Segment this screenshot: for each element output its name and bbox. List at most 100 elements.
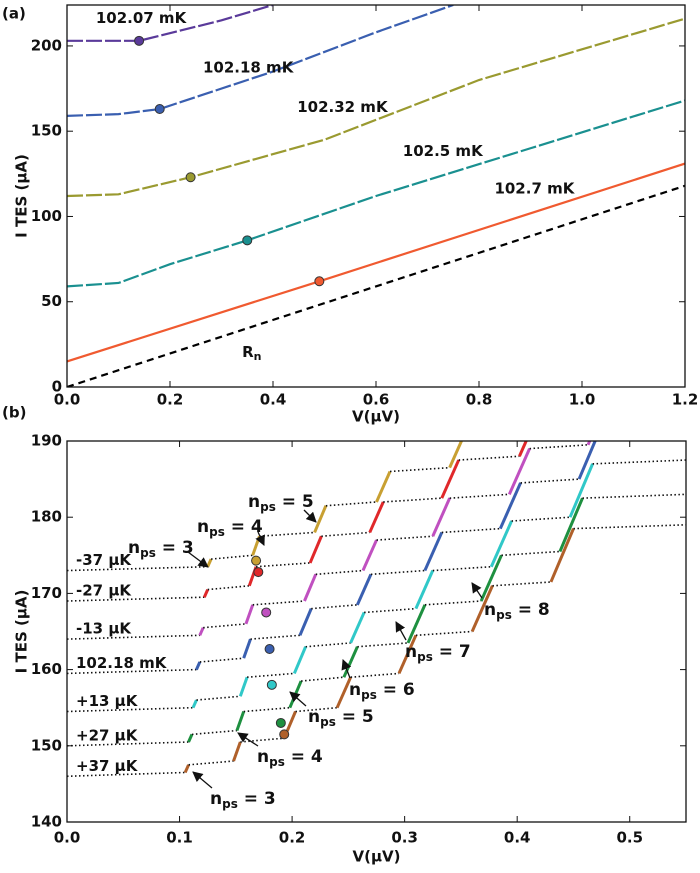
annotation-rest: = 6: [377, 680, 415, 700]
flat-segment: [441, 527, 501, 534]
annotation-rest: = 5: [276, 492, 314, 512]
annotation-main: n: [128, 538, 140, 558]
marker: [279, 729, 290, 740]
x-tick-label: 0.2: [157, 391, 184, 409]
annotation: nps = 6: [349, 680, 415, 702]
flat-segment: [311, 604, 358, 610]
step-segment: [195, 661, 202, 671]
annotation-main: n: [405, 642, 417, 662]
step-segment: [342, 646, 359, 678]
flat-segment: [415, 630, 473, 637]
flat-segment: [621, 350, 686, 354]
x-tick-label: 0.3: [391, 829, 418, 847]
annotation: nps = 3: [128, 538, 194, 560]
series-label: 102.32 mK: [297, 98, 389, 116]
step-segment: [198, 627, 205, 636]
step-segment: [414, 569, 435, 610]
flat-segment: [243, 706, 290, 713]
flat-segment: [458, 455, 520, 461]
series-label: 102.5 mK: [403, 142, 484, 160]
step-segment: [423, 531, 444, 572]
annotation-sub: ps: [361, 688, 377, 702]
flat-segment: [240, 737, 285, 743]
flat-segment: [67, 706, 194, 713]
flat-segment: [301, 676, 344, 682]
flat-segment: [364, 607, 416, 614]
flat-segment: [199, 657, 244, 663]
flat-segment: [207, 584, 250, 591]
y-tick-label: 50: [41, 292, 62, 310]
step-segment: [549, 528, 575, 583]
y-tick-label: 150: [31, 122, 62, 140]
marker: [251, 555, 262, 566]
annotation-main: n: [197, 517, 209, 537]
series-label: 102.7 mK: [494, 180, 575, 198]
annotation-rest: = 8: [512, 600, 550, 620]
marker: [154, 104, 165, 115]
flat-segment: [602, 422, 686, 426]
annotation-sub: ps: [140, 546, 156, 560]
marker: [266, 679, 277, 690]
annotation-sub: ps: [269, 755, 285, 769]
series-label: 102.18 mK: [76, 654, 168, 672]
annotation: Rn: [242, 343, 261, 364]
step-segment: [558, 497, 584, 553]
flat-segment: [315, 569, 364, 576]
step-segment: [298, 608, 313, 636]
flat-segment: [67, 668, 197, 675]
x-tick-label: 1.0: [569, 391, 596, 409]
flat-segment: [188, 760, 234, 766]
flat-segment: [370, 569, 425, 576]
flat-segment: [67, 565, 208, 572]
flat-segment: [191, 729, 238, 736]
annotation: nps = 5: [248, 492, 314, 514]
step-segment: [202, 588, 210, 598]
annotation-arrow: [395, 621, 407, 641]
step-segment: [431, 497, 452, 537]
flat-segment: [295, 706, 338, 713]
flat-segment: [383, 497, 442, 503]
flat-segment: [389, 466, 450, 473]
annotation: nps = 5: [308, 707, 374, 729]
y-axis-label: I TES (μA): [13, 154, 31, 238]
flat-segment: [549, 376, 608, 380]
y-tick-label: 180: [31, 508, 62, 526]
marker: [261, 607, 272, 618]
step-segment: [238, 676, 249, 697]
x-tick-label: 0.5: [616, 829, 643, 847]
step-segment: [187, 733, 194, 743]
flat-segment: [321, 531, 370, 538]
flat-segment: [592, 459, 686, 465]
panel-label: (a): [2, 5, 26, 23]
flat-segment: [203, 623, 247, 629]
step-segment: [361, 539, 378, 572]
marker: [275, 717, 286, 728]
annotation: nps = 7: [405, 642, 471, 664]
step-segment: [244, 604, 255, 625]
flat-segment: [520, 478, 580, 484]
flat-segment: [424, 600, 482, 606]
series-label: -27 μK: [76, 582, 132, 600]
annotation-arrow: [192, 771, 213, 789]
series-line: [67, 162, 685, 363]
marker: [314, 276, 325, 287]
y-axis-label: I TES (μA): [13, 590, 31, 674]
step-segment: [191, 699, 198, 709]
step-segment: [335, 676, 352, 709]
flat-segment: [511, 516, 571, 522]
step-segment: [292, 646, 307, 674]
step-segment: [577, 441, 597, 480]
flat-segment: [247, 672, 295, 679]
x-tick-label: 1.2: [672, 391, 699, 409]
x-tick-label: 0.4: [504, 829, 531, 847]
y-tick-label: 160: [31, 660, 62, 678]
series-label: 102.18 mK: [203, 59, 295, 77]
step-segment: [303, 573, 318, 602]
annotation-arrow: [289, 691, 307, 707]
plot-area: [67, 5, 685, 387]
annotation-arrow: [187, 551, 209, 568]
x-tick-label: 0.0: [54, 829, 81, 847]
step-segment: [607, 323, 630, 376]
series-line: [67, 5, 454, 117]
flat-segment: [357, 642, 409, 648]
